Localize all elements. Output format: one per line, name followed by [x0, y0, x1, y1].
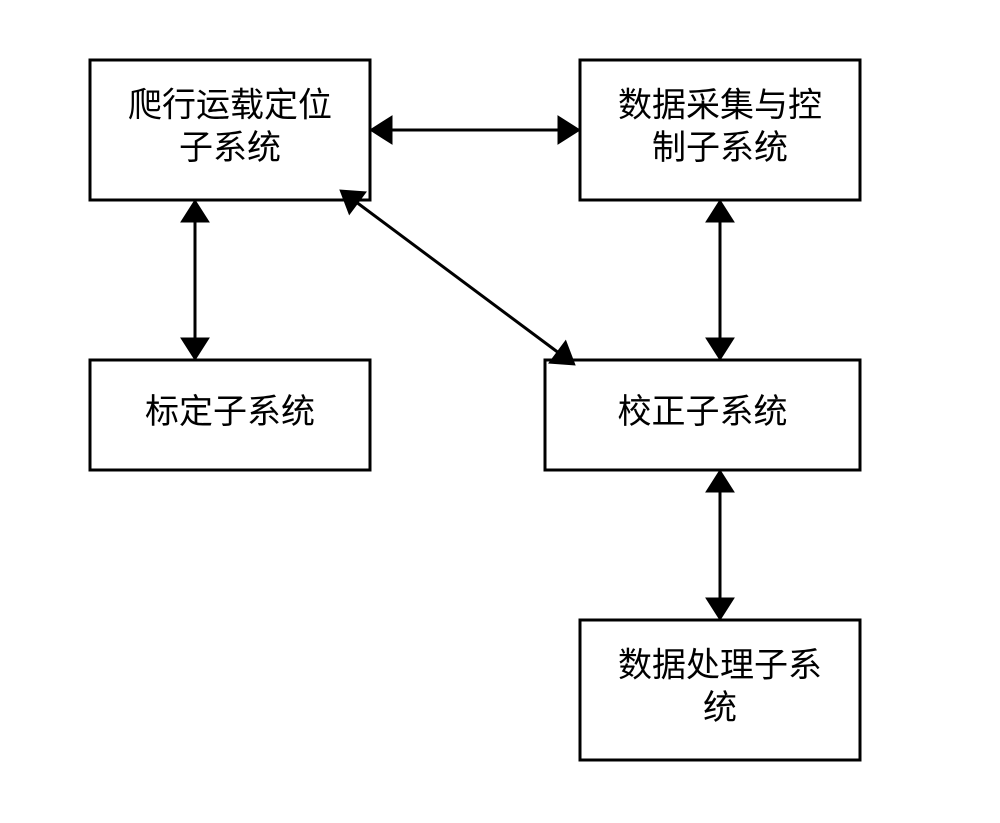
node-label: 数据采集与控 — [618, 87, 822, 125]
node-label: 爬行运载定位 — [128, 87, 332, 125]
diagram-canvas: 爬行运载定位子系统 数据采集与控制子系统标定子系统 校正子系统数据处理子系统 — [0, 0, 1000, 823]
arrow-head — [370, 116, 392, 144]
node-label: 子系统 — [179, 129, 281, 167]
arrow-head — [706, 470, 734, 492]
node-label: 制子系统 — [652, 129, 788, 167]
node-n2: 数据采集与控制子系统 — [580, 60, 860, 200]
arrow-head — [181, 338, 209, 360]
node-n5: 数据处理子系统 — [580, 620, 860, 760]
node-label: 标定子系统 — [145, 393, 315, 431]
arrow-head — [340, 190, 366, 214]
arrow-head — [706, 598, 734, 620]
node-n1: 爬行运载定位子系统 — [90, 60, 370, 200]
arrow-head — [181, 200, 209, 222]
arrow-head — [706, 338, 734, 360]
node-label: 数据处理子系 — [618, 647, 822, 685]
edge-n1-n4 — [351, 198, 565, 357]
arrow-head — [549, 341, 575, 365]
arrow-head — [558, 116, 580, 144]
node-n4: 校正子系统 — [545, 360, 860, 470]
arrow-head — [706, 200, 734, 222]
node-label: 统 — [703, 689, 737, 727]
node-label: 校正子系统 — [618, 393, 788, 431]
node-n3: 标定子系统 — [90, 360, 370, 470]
